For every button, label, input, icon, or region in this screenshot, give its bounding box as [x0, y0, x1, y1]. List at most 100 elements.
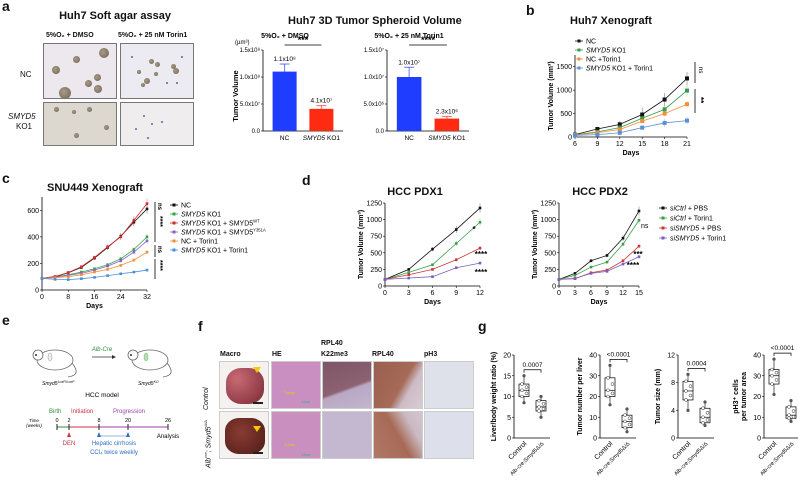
- data-point: [770, 367, 774, 372]
- x-tick-label: 16: [91, 294, 99, 301]
- spheroid-chart: 5%O₂ + DMSO 5%O₂ + 25 nM Torin1 (µm³) Tu…: [231, 33, 469, 142]
- data-point: [617, 130, 622, 135]
- phase-initiation: Initiation: [71, 409, 93, 415]
- y-tick-label: 1.0x10⁸: [239, 74, 260, 81]
- significance-stars: ***: [298, 35, 309, 45]
- pdx2-chart: 0 250 500 750 1000 1250 0 3 6 9 12 15 Days Tumor Volu…: [532, 201, 726, 307]
- significance-stars: **: [696, 97, 705, 104]
- data-point: [637, 209, 641, 213]
- soft-agar-image-ko1-torin1: [120, 102, 194, 146]
- time-tick: 26: [165, 418, 171, 424]
- y-tick-label: 0: [568, 135, 572, 142]
- data-point: [686, 372, 690, 376]
- y-tick-label: 1250: [366, 201, 382, 208]
- data-point: [145, 250, 149, 254]
- data-point: [605, 260, 609, 264]
- y-tick-label: 500: [560, 111, 572, 118]
- x-tick-label: NC: [404, 135, 414, 142]
- data-point: [537, 398, 541, 403]
- time-tick: 2: [67, 418, 70, 424]
- macro-image-control: [219, 361, 269, 409]
- data-point: [132, 218, 136, 222]
- data-point: [93, 267, 96, 271]
- box: [535, 400, 547, 412]
- x-tick-label: 8: [66, 294, 70, 301]
- data-point: [524, 385, 529, 389]
- data-point: [478, 261, 482, 265]
- data-point: [787, 416, 791, 421]
- data-point: [610, 382, 615, 386]
- y-tick-label: 8: [671, 380, 675, 387]
- data-point: [608, 403, 612, 407]
- ph3-image-control: [424, 361, 474, 409]
- data-point: [595, 127, 600, 132]
- data-point: [66, 278, 70, 281]
- data-point: [573, 274, 577, 277]
- tumor-label: Tumor: [284, 442, 296, 447]
- data-point: [524, 391, 529, 396]
- y-tick-label: 20: [589, 394, 597, 401]
- spheroid-title: Huh7 3D Tumor Spheroid Volume: [288, 15, 462, 27]
- data-point: [640, 125, 645, 130]
- ph3-image-ko: [424, 411, 474, 459]
- x-tick-label: 0: [383, 290, 387, 297]
- x-tick-label: 9: [605, 290, 609, 297]
- data-point: [684, 398, 688, 402]
- data-point: [625, 430, 629, 434]
- time-tick: 20: [125, 418, 131, 424]
- significance-bracket: [523, 369, 542, 373]
- x-tick-label: 9: [454, 290, 458, 297]
- data-point: [625, 407, 629, 411]
- data-point: [539, 415, 543, 419]
- row-label-control: Control: [203, 387, 210, 410]
- legend-marker: [577, 66, 581, 70]
- arrowhead-icon: [253, 426, 261, 432]
- y-tick-label: 1000: [556, 88, 572, 95]
- legend-marker: [172, 230, 176, 234]
- scale-bar: [253, 452, 263, 454]
- significance-bracket: [687, 368, 706, 372]
- data-point: [106, 264, 109, 268]
- scale-bar: [253, 402, 263, 404]
- data-point: [685, 118, 689, 123]
- data-point: [640, 112, 645, 117]
- y-tick-label: 250: [544, 267, 556, 274]
- mouse-knockout-icon: [127, 349, 172, 378]
- y-tick-label: 1000: [540, 217, 556, 224]
- data-point: [93, 276, 96, 279]
- x-axis-label: Days: [623, 150, 640, 157]
- y-tick-label: 0: [593, 436, 597, 443]
- y-tick-label: 400: [27, 234, 39, 241]
- col-label-rpl40: RPL40: [372, 351, 394, 358]
- legend-label: siSMYD5 + PBS: [670, 226, 722, 233]
- data-point: [40, 277, 44, 280]
- legend-label: NC: [181, 203, 191, 210]
- data-point: [539, 394, 543, 399]
- data-point: [520, 382, 524, 386]
- significance-stars: ****: [627, 261, 640, 270]
- spheroid-subtitle-dmso: 5%O₂ + DMSO: [261, 33, 309, 40]
- x-tick-label: 24: [117, 294, 125, 301]
- x-axis-label: Days: [424, 299, 441, 306]
- x-tick-label: 12: [476, 290, 484, 297]
- data-point: [106, 268, 109, 271]
- huh7-xenograft-chart: 0 500 1000 1500 6 9 12 15 18 21 Days Tumor Volume (…: [548, 39, 705, 158]
- data-point: [772, 357, 776, 361]
- significance-stars: ****: [421, 35, 436, 45]
- y-tick-label: 1.0x10⁷: [364, 74, 384, 81]
- legend-marker: [577, 48, 581, 52]
- x-tick-label: 15: [638, 141, 646, 148]
- data-point: [637, 255, 641, 259]
- y-tick-label: 500: [544, 250, 556, 257]
- legend-label: siCtrl + Torin1: [670, 216, 713, 223]
- x-tick-label: Alb-cre;Smyd5Δ/Δ: [673, 441, 709, 477]
- data-point: [145, 235, 149, 239]
- legend-marker: [172, 239, 176, 243]
- data-point: [610, 391, 615, 396]
- data-point: [106, 274, 109, 277]
- rpl40k22me3-image-control: [322, 361, 372, 409]
- data-point: [541, 402, 546, 406]
- soft-agar-image-nc-dmso: [43, 43, 117, 99]
- y-axis-label: Tumor size (mm): [655, 369, 662, 425]
- x-tick-label: 21: [683, 141, 691, 148]
